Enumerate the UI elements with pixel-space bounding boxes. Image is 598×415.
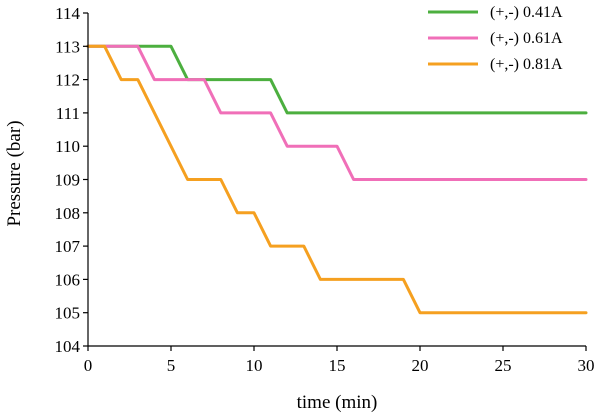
legend: (+,-) 0.41A (+,-) 0.61A (+,-) 0.81A — [428, 4, 563, 73]
x-tick-label: 10 — [246, 356, 263, 375]
y-tick-label: 106 — [55, 270, 81, 289]
series-layer — [86, 44, 588, 315]
series-line-2 — [86, 44, 588, 181]
y-tick-label: 105 — [55, 304, 81, 323]
y-tick-label: 108 — [55, 204, 81, 223]
y-tick-label: 113 — [55, 37, 80, 56]
y-tick-label: 110 — [55, 137, 80, 156]
x-axis-label: time (min) — [297, 392, 378, 413]
x-tick-label: 0 — [84, 356, 93, 375]
y-tick-label: 112 — [55, 71, 80, 90]
x-tick-label: 15 — [329, 356, 346, 375]
x-tick-label: 30 — [578, 356, 595, 375]
y-axis-label: Pressure (bar) — [4, 120, 25, 226]
y-tick-label: 114 — [55, 4, 80, 23]
tick-labels: 104 105 106 107 108 109 110 111 112 113 114 0 5 10 15 2… — [55, 4, 595, 375]
series-line-3 — [86, 44, 588, 315]
y-tick-label: 107 — [55, 237, 81, 256]
legend-label-1: (+,-) 0.41A — [490, 4, 563, 21]
tick-marks — [83, 12, 587, 351]
y-tick-label: 111 — [56, 104, 80, 123]
series-line-1 — [86, 44, 588, 115]
legend-label-2: (+,-) 0.61A — [490, 30, 563, 47]
x-tick-label: 5 — [167, 356, 176, 375]
x-tick-label: 20 — [412, 356, 429, 375]
x-tick-label: 25 — [495, 356, 512, 375]
y-tick-label: 104 — [55, 337, 81, 356]
legend-label-3: (+,-) 0.81A — [490, 56, 563, 73]
y-tick-label: 109 — [55, 171, 81, 190]
